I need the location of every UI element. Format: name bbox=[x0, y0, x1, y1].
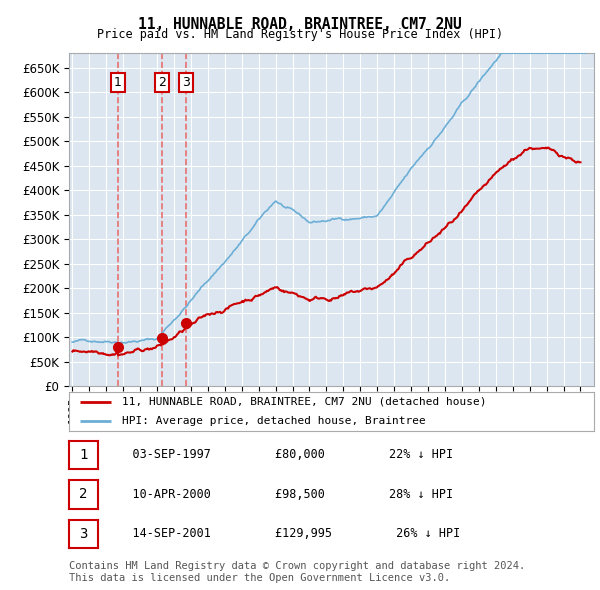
Text: 03-SEP-1997         £80,000         22% ↓ HPI: 03-SEP-1997 £80,000 22% ↓ HPI bbox=[104, 448, 453, 461]
Text: 3: 3 bbox=[79, 527, 88, 541]
Text: 1: 1 bbox=[113, 76, 122, 89]
Text: Contains HM Land Registry data © Crown copyright and database right 2024.
This d: Contains HM Land Registry data © Crown c… bbox=[69, 561, 525, 583]
Text: 11, HUNNABLE ROAD, BRAINTREE, CM7 2NU: 11, HUNNABLE ROAD, BRAINTREE, CM7 2NU bbox=[138, 17, 462, 31]
Text: 2: 2 bbox=[79, 487, 88, 502]
Text: 1: 1 bbox=[79, 448, 88, 462]
Text: Price paid vs. HM Land Registry's House Price Index (HPI): Price paid vs. HM Land Registry's House … bbox=[97, 28, 503, 41]
Text: 2: 2 bbox=[158, 76, 166, 89]
Text: 14-SEP-2001         £129,995         26% ↓ HPI: 14-SEP-2001 £129,995 26% ↓ HPI bbox=[104, 527, 460, 540]
Text: 11, HUNNABLE ROAD, BRAINTREE, CM7 2NU (detached house): 11, HUNNABLE ROAD, BRAINTREE, CM7 2NU (d… bbox=[121, 397, 486, 407]
Text: 10-APR-2000         £98,500         28% ↓ HPI: 10-APR-2000 £98,500 28% ↓ HPI bbox=[104, 488, 453, 501]
Text: 3: 3 bbox=[182, 76, 190, 89]
Text: HPI: Average price, detached house, Braintree: HPI: Average price, detached house, Brai… bbox=[121, 416, 425, 426]
